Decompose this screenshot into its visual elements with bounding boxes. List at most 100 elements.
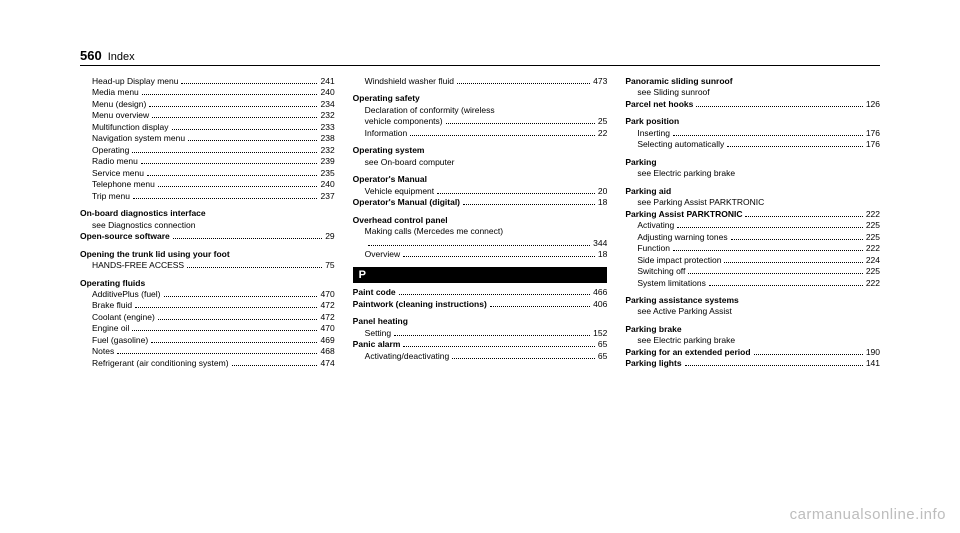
dot-leader: [117, 353, 317, 354]
index-entry-label: Function: [637, 243, 670, 254]
dot-leader: [446, 123, 595, 124]
index-entry: see Diagnostics connection: [80, 220, 335, 231]
index-entry-label: see Sliding sunroof: [637, 87, 709, 98]
index-entry: Inserting176: [625, 128, 880, 139]
index-heading: Operating safety: [353, 93, 608, 104]
index-entry-page: 222: [866, 209, 880, 220]
dot-leader: [673, 250, 863, 251]
index-entry: Parking for an extended period190: [625, 347, 880, 358]
index-entry: Menu (design)234: [80, 99, 335, 110]
index-entry-label: Engine oil: [92, 323, 129, 334]
dot-leader: [133, 198, 318, 199]
index-entry: Operator's Manual (digital)18: [353, 197, 608, 208]
index-entry: Refrigerant (air conditioning system)474: [80, 358, 335, 369]
index-entry-page: 469: [320, 335, 334, 346]
index-entry-label: HANDS-FREE ACCESS: [92, 260, 184, 271]
index-entry-page: 75: [325, 260, 334, 271]
page-frame: 560 Index Head-up Display menu241Media m…: [0, 0, 960, 533]
index-entry-label: Coolant (engine): [92, 312, 155, 323]
index-entry: Information22: [353, 128, 608, 139]
dot-leader: [172, 129, 318, 130]
index-heading: Parking aid: [625, 186, 880, 197]
index-entry: Trip menu237: [80, 191, 335, 202]
index-entry-label: Navigation system menu: [92, 133, 185, 144]
dot-leader: [696, 106, 862, 107]
index-entry-label: Paintwork (cleaning instructions): [353, 299, 487, 310]
index-entry: Open-source software29: [80, 231, 335, 242]
index-entry-page: 152: [593, 328, 607, 339]
watermark-text: carmanualsonline.info: [790, 506, 946, 523]
index-entry: Windshield washer fluid 473: [353, 76, 608, 87]
index-entry-page: 470: [320, 323, 334, 334]
index-entry: Service menu235: [80, 168, 335, 179]
dot-leader: [437, 193, 595, 194]
index-entry-page: 18: [598, 197, 607, 208]
index-entry-page: 22: [598, 128, 607, 139]
index-column: Panoramic sliding sunroofsee Sliding sun…: [625, 76, 880, 370]
index-entry-label: System limitations: [637, 278, 706, 289]
index-entry-label: Paint code: [353, 287, 396, 298]
index-column: Head-up Display menu241Media menu240Menu…: [80, 76, 335, 370]
index-entry-label: Parking for an extended period: [625, 347, 750, 358]
index-entry-label: Open-source software: [80, 231, 170, 242]
index-heading: Operator's Manual: [353, 174, 608, 185]
dot-leader: [463, 204, 595, 205]
index-heading: Operating fluids: [80, 278, 335, 289]
page-header: 560 Index: [80, 48, 880, 66]
index-entry-label: Side impact protection: [637, 255, 721, 266]
dot-leader: [685, 365, 863, 366]
index-entry-label: Windshield washer fluid: [365, 76, 454, 87]
index-entry-page: 225: [866, 220, 880, 231]
dot-leader: [399, 294, 591, 295]
index-entry-page: 240: [320, 87, 334, 98]
index-entry-label: Vehicle equipment: [365, 186, 434, 197]
index-heading: Park position: [625, 116, 880, 127]
index-entry-page: 65: [598, 339, 607, 350]
index-entry: Parcel net hooks 126: [625, 99, 880, 110]
index-entry-page: 239: [320, 156, 334, 167]
index-entry-page: 235: [320, 168, 334, 179]
index-entry: Engine oil 470: [80, 323, 335, 334]
index-entry-label: Media menu: [92, 87, 139, 98]
dot-leader: [368, 245, 590, 246]
dot-leader: [158, 186, 318, 187]
index-entry-label: see On-board computer: [365, 157, 455, 168]
index-column: Windshield washer fluid 473 Operating safe…: [353, 76, 608, 370]
index-entry-label: see Parking Assist PARKTRONIC: [637, 197, 764, 208]
page-inner: 560 Index Head-up Display menu241Media m…: [80, 48, 880, 458]
index-entry-label: see Electric parking brake: [637, 335, 735, 346]
dot-leader: [457, 83, 590, 84]
page-number: 560: [80, 48, 102, 63]
index-entry-label: Parcel net hooks: [625, 99, 693, 110]
index-entry: Making calls (Mercedes me connect): [353, 226, 608, 237]
index-entry: vehicle components)25: [353, 116, 608, 127]
index-entry: Menu overview232: [80, 110, 335, 121]
page-content-area: 560 Index Head-up Display menu241Media m…: [60, 38, 900, 468]
dot-leader: [187, 267, 322, 268]
index-entry-label: vehicle components): [365, 116, 443, 127]
index-entry-label: see Diagnostics connection: [92, 220, 195, 231]
index-entry-label: Brake fluid: [92, 300, 132, 311]
index-entry-label: Radio menu: [92, 156, 138, 167]
dot-leader: [745, 216, 862, 217]
index-entry: Paint code466: [353, 287, 608, 298]
index-entry-label: AdditivePlus (fuel): [92, 289, 161, 300]
index-entry-page: 473: [593, 76, 607, 87]
dot-leader: [688, 273, 862, 274]
dot-leader: [152, 117, 317, 118]
dot-leader: [149, 106, 317, 107]
dot-leader: [403, 256, 595, 257]
index-entry-page: 126: [866, 99, 880, 110]
index-columns: Head-up Display menu241Media menu240Menu…: [80, 76, 880, 370]
index-entry-label: Menu overview: [92, 110, 149, 121]
index-entry: Parking lights141: [625, 358, 880, 369]
index-entry-label: Overview: [365, 249, 400, 260]
index-heading: Panel heating: [353, 316, 608, 327]
index-heading: Overhead control panel: [353, 215, 608, 226]
index-entry: see On-board computer: [353, 157, 608, 168]
index-entry-label: Activating: [637, 220, 674, 231]
index-heading: Parking brake: [625, 324, 880, 335]
index-entry: Parking Assist PARKTRONIC222: [625, 209, 880, 220]
index-entry-label: Activating/deactivating: [365, 351, 450, 362]
dot-leader: [135, 307, 317, 308]
